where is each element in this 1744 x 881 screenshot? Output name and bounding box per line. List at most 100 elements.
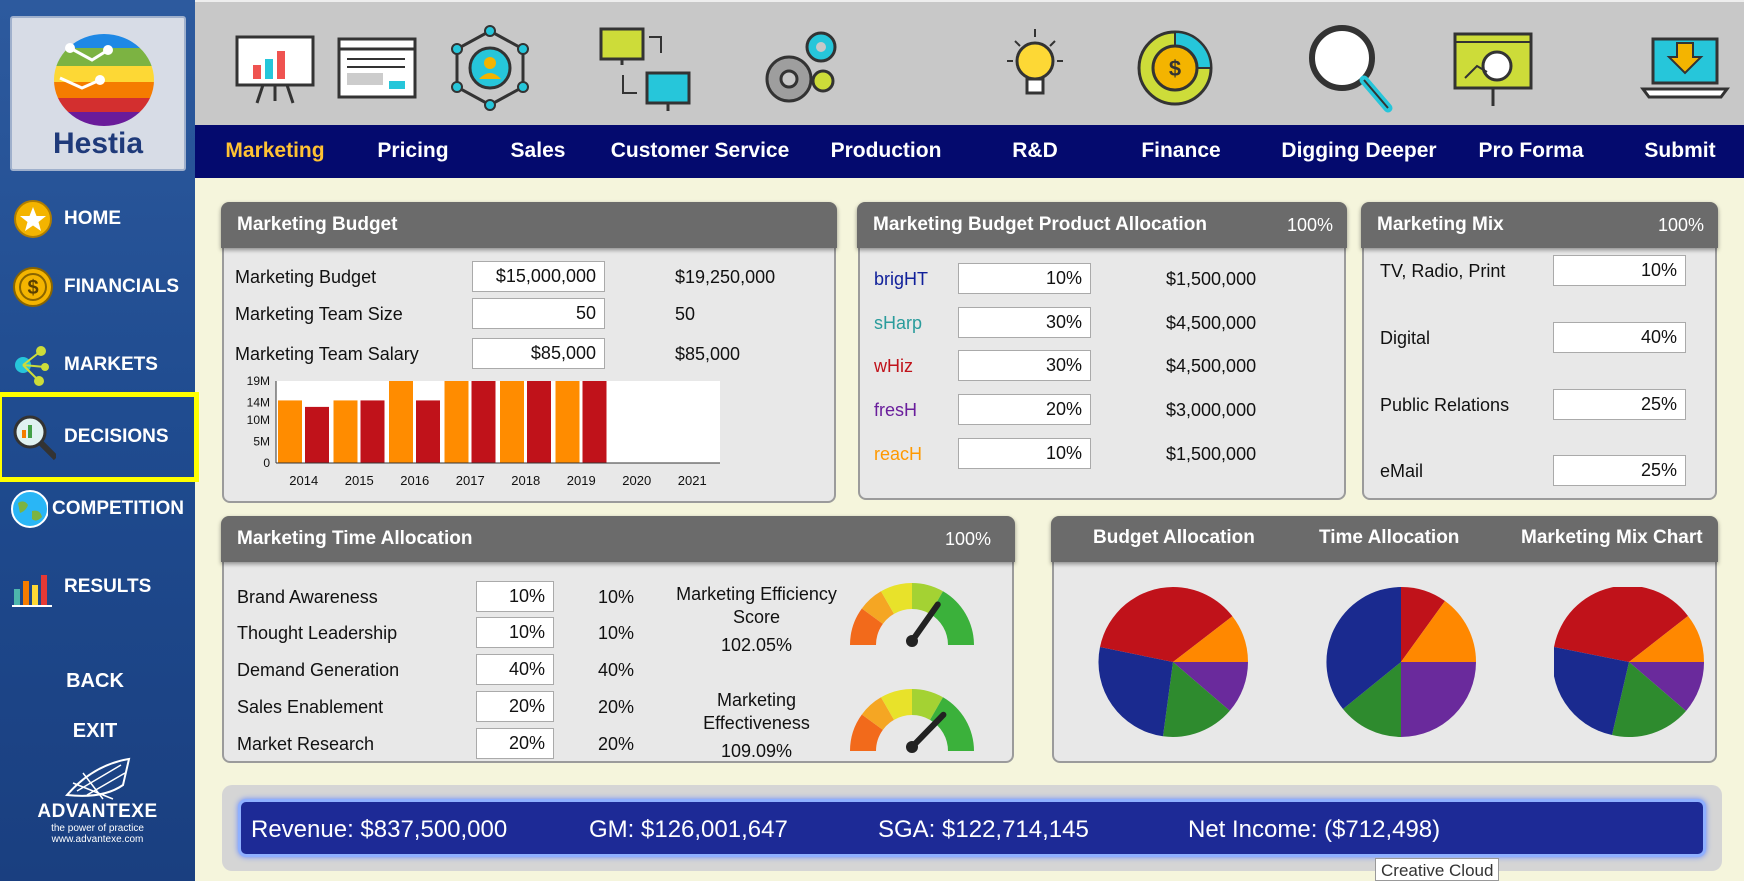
mix-label-1: Digital (1380, 328, 1431, 348)
product-allocation-input-3[interactable] (958, 394, 1091, 425)
advantexe-name: ADVANTEXE (37, 801, 158, 822)
x-tick-label: 2014 (289, 473, 318, 488)
team-size-label: Marketing Team Size (235, 304, 403, 324)
gauge-segment (850, 608, 883, 645)
mix-label-2: Public Relations (1380, 395, 1510, 415)
presentation-board-icon[interactable] (225, 18, 325, 118)
product-allocation-amount-3: $3,000,000 (1166, 400, 1257, 420)
tab-production[interactable]: Production (830, 139, 942, 162)
x-tick-label: 2019 (567, 473, 596, 488)
gears-icon[interactable] (750, 18, 850, 118)
team-salary-input[interactable] (472, 338, 605, 369)
mix-input-3[interactable] (1553, 455, 1686, 486)
product-allocation-input-1[interactable] (958, 307, 1091, 338)
magnifying-glass-icon[interactable] (1300, 18, 1400, 118)
efficiency-gauge (842, 583, 982, 651)
time-input-2[interactable] (476, 654, 554, 685)
advantexe-logo: ADVANTEXE the power of practice www.adva… (0, 755, 195, 845)
time-allocation-title: Marketing Time Allocation (237, 528, 473, 549)
marketing-budget-input[interactable] (472, 261, 605, 292)
effectiveness-label-1: Marketing (716, 690, 797, 710)
y-tick-label: 0 (263, 456, 270, 470)
product-allocation-header: Marketing Budget Product Allocation 100% (857, 202, 1347, 248)
analytics-screen-icon[interactable] (1443, 18, 1543, 118)
brand-name: Hestia (52, 127, 144, 160)
mix-input-0[interactable] (1553, 255, 1686, 286)
tab-sales[interactable]: Sales (510, 139, 566, 162)
revenue-summary: Revenue: $837,500,000 (251, 816, 508, 843)
marketing-budget-panel: Marketing Budget Marketing Budget $19,25… (221, 202, 837, 503)
time-input-1[interactable] (476, 617, 554, 648)
tab-finance[interactable]: Finance (1141, 139, 1221, 162)
nav-results-label: RESULTS (64, 576, 152, 597)
chart-bar (416, 400, 440, 463)
gauge-segment (930, 697, 974, 751)
time-value-2: 40% (598, 660, 635, 680)
nav-results[interactable]: RESULTS (10, 558, 192, 616)
nav-financials[interactable]: $ FINANCIALS (10, 258, 192, 316)
product-allocation-panel: Marketing Budget Product Allocation 100%… (857, 202, 1347, 500)
time-input-3[interactable] (476, 691, 554, 722)
y-tick-label: 10M (247, 413, 270, 427)
product-allocation-amount-0: $1,500,000 (1166, 269, 1257, 289)
tab-pro-forma[interactable]: Pro Forma (1478, 139, 1584, 162)
lightbulb-icon[interactable] (985, 18, 1085, 118)
chart-bar (500, 381, 524, 463)
time-input-0[interactable] (476, 581, 554, 612)
efficiency-label-2: Score (732, 607, 781, 627)
bar-chart-icon (10, 564, 56, 610)
tab-rnd[interactable]: R&D (1012, 139, 1058, 162)
budget-label: Marketing Budget (235, 267, 377, 287)
web-page-icon[interactable] (327, 18, 427, 118)
gm-summary: GM: $126,001,647 (589, 816, 788, 843)
y-tick-label: 5M (253, 434, 270, 448)
nav-financials-label: FINANCIALS (64, 276, 180, 297)
mix-input-2[interactable] (1553, 389, 1686, 420)
nav-home-label: HOME (64, 208, 121, 229)
gauge-segment (861, 697, 894, 730)
product-allocation-input-0[interactable] (958, 263, 1091, 294)
tab-marketing[interactable]: Marketing (225, 139, 325, 162)
x-tick-label: 2021 (678, 473, 707, 488)
exit-link[interactable]: EXIT (72, 720, 118, 742)
back-link[interactable]: BACK (66, 670, 124, 692)
marketing-mix-chart-title: Marketing Mix Chart (1521, 527, 1703, 548)
product-name-3: fresH (874, 400, 918, 420)
globe-icon (10, 486, 48, 532)
product-allocation-amount-4: $1,500,000 (1166, 444, 1257, 464)
hestia-logo: Hestia (10, 16, 186, 171)
budget-allocation-pie (1098, 587, 1248, 737)
tab-customer-service[interactable]: Customer Service (610, 139, 790, 162)
sga-summary: SGA: $122,714,145 (878, 816, 1089, 843)
tab-submit[interactable]: Submit (1644, 139, 1716, 162)
mix-input-1[interactable] (1553, 322, 1686, 353)
magnifier-chart-icon (10, 414, 56, 461)
x-tick-label: 2016 (400, 473, 429, 488)
coin-donut-chart-icon[interactable]: $ (1125, 18, 1225, 118)
effectiveness-gauge (842, 689, 982, 757)
gauge-needle (909, 711, 947, 750)
nav-markets[interactable]: MARKETS (10, 336, 192, 394)
people-network-icon[interactable] (440, 18, 540, 118)
budget-history-chart: 0 5M 10M 14M 19M 2014 2015 2016 2017 2018 2019 2020… (247, 374, 720, 488)
tab-pricing[interactable]: Pricing (377, 139, 449, 162)
gauge-segment (881, 689, 912, 720)
advantexe-globe-icon (64, 757, 130, 800)
time-allocation-chart-title: Time Allocation (1319, 527, 1460, 548)
chart-bar (444, 381, 469, 463)
computers-sync-icon[interactable] (592, 18, 702, 118)
svg-text:$: $ (27, 277, 38, 299)
time-input-4[interactable] (476, 728, 554, 759)
product-allocation-input-4[interactable] (958, 438, 1091, 469)
nav-decisions[interactable]: DECISIONS (0, 392, 199, 482)
tab-digging-deeper[interactable]: Digging Deeper (1281, 139, 1437, 162)
nav-competition[interactable]: COMPETITION (10, 480, 192, 538)
nav-competition-label: COMPETITION (52, 498, 184, 519)
product-name-0: brigHT (874, 269, 929, 289)
laptop-download-icon[interactable] (1635, 18, 1735, 118)
mix-label-0: TV, Radio, Print (1380, 261, 1506, 281)
team-size-input[interactable] (472, 298, 605, 329)
nav-home[interactable]: HOME (10, 190, 192, 248)
product-allocation-input-2[interactable] (958, 350, 1091, 381)
y-tick-label: 14M (247, 396, 270, 410)
